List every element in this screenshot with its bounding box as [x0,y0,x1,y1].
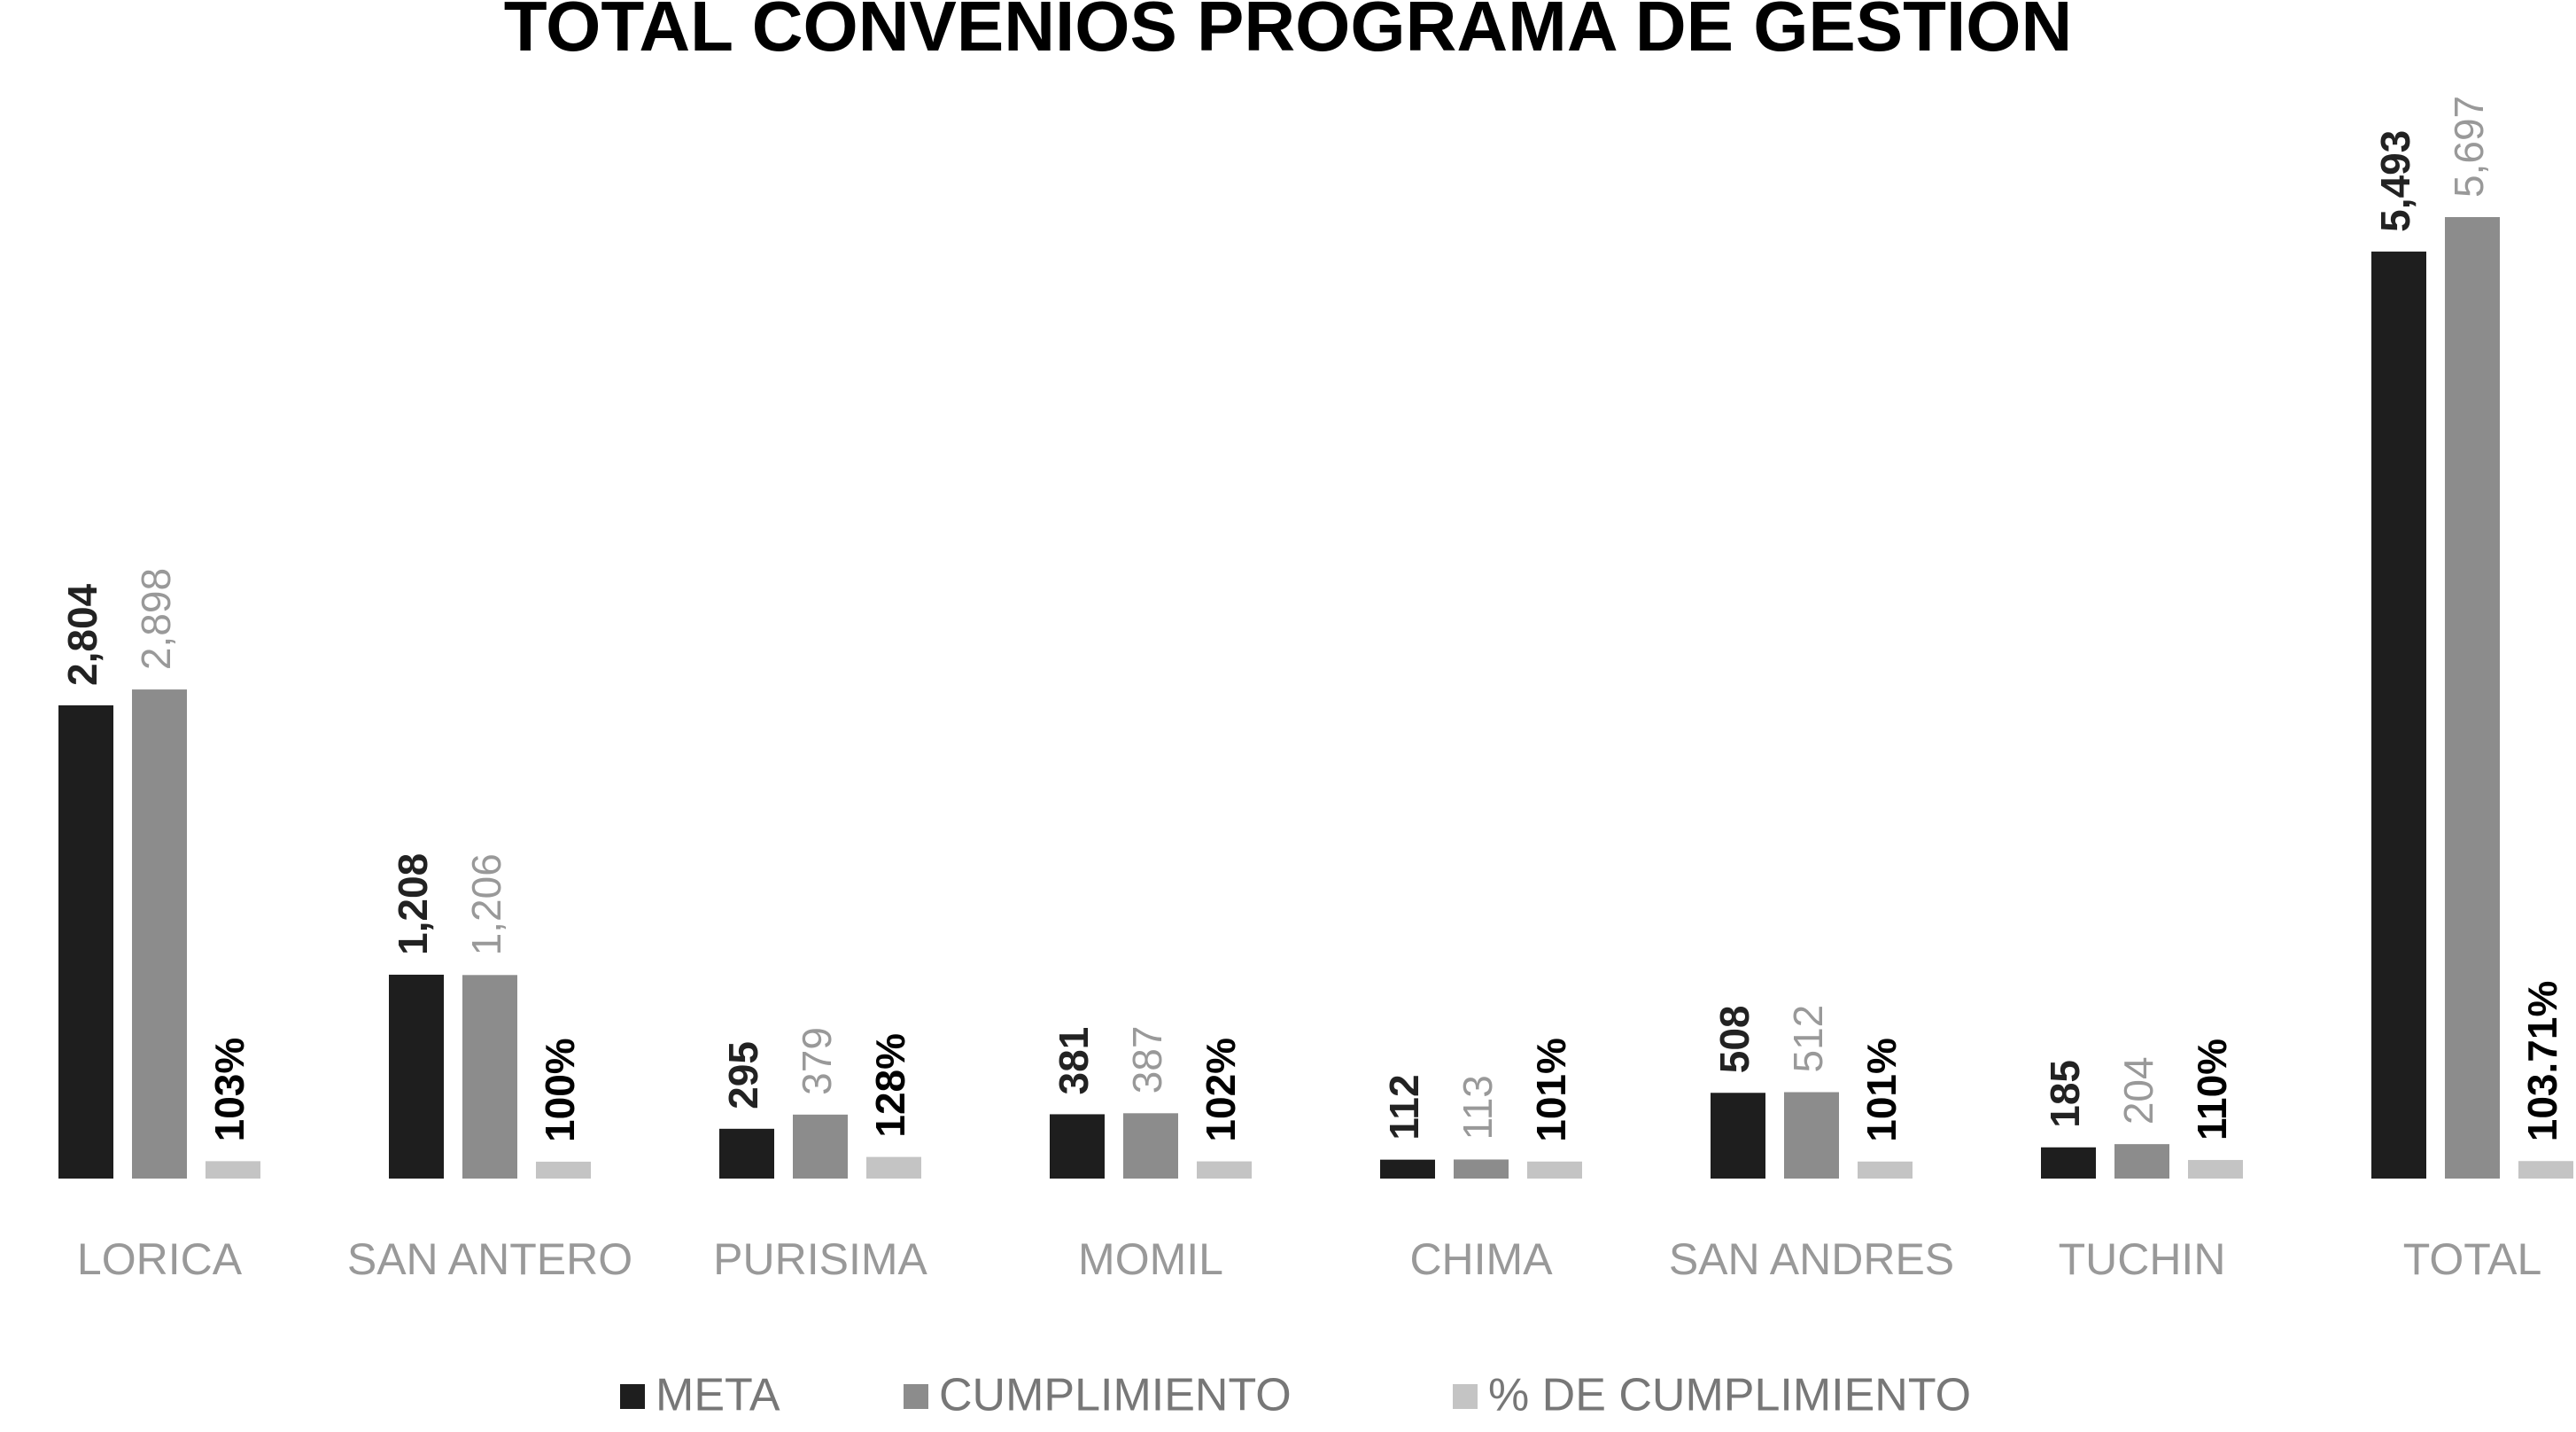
legend-swatch [1453,1384,1478,1409]
data-label: 2,804 [59,583,105,686]
bar [1050,1114,1105,1179]
data-label: 295 [720,1041,766,1109]
bar [1711,1093,1765,1179]
legend-label: META [656,1370,780,1421]
data-label: 5,493 [2372,130,2418,232]
bar [719,1128,774,1179]
data-label: 103.71% [2519,981,2565,1142]
data-label: 128% [867,1033,913,1138]
data-label: 102% [1198,1038,1244,1142]
bar [2188,1160,2243,1179]
legend-swatch [620,1384,645,1409]
bar [1197,1161,1252,1179]
bar [58,704,113,1179]
data-label: 512 [1785,1005,1831,1073]
bar [1784,1092,1839,1179]
data-label: 381 [1051,1027,1097,1095]
bar [132,689,187,1179]
bar [1454,1159,1509,1179]
x-tick-label: SAN ANTERO [347,1234,632,1284]
x-tick-label: MOMIL [1078,1234,1223,1284]
bar [1380,1159,1435,1179]
bar [1123,1113,1178,1179]
chart-title: TOTAL CONVENIOS PROGRAMA DE GESTION [504,0,2073,66]
bar [462,975,517,1179]
bar [1858,1161,1913,1179]
x-tick-label: SAN ANDRES [1669,1234,1954,1284]
x-tick-label: CHIMA [1409,1234,1553,1284]
x-tick-label: PURISIMA [713,1234,927,1284]
bar [2041,1147,2096,1179]
bar [2371,251,2426,1179]
data-label: 204 [2115,1056,2161,1125]
data-label: 103% [206,1038,252,1142]
data-label: 113 [1455,1075,1501,1140]
x-tick-label: TOTAL [2403,1234,2542,1284]
legend-swatch [904,1384,928,1409]
data-label: 2,898 [133,568,179,670]
bar [536,1161,591,1179]
data-label: 185 [2042,1060,2088,1128]
data-label: 101% [1528,1038,1574,1142]
bar [2114,1144,2169,1179]
data-label: 100% [537,1038,583,1142]
legend-label: CUMPLIMIENTO [939,1370,1292,1421]
bar [2518,1161,2573,1179]
data-label: 110% [2189,1039,2235,1140]
data-label: 101% [1858,1038,1905,1142]
bar [2445,217,2500,1179]
x-tick-label: LORICA [77,1234,243,1284]
bar [389,974,444,1179]
data-label: 387 [1124,1026,1170,1094]
bar [866,1156,921,1179]
data-label: 379 [794,1027,840,1095]
bar [206,1161,260,1179]
data-label: 1,208 [390,853,436,955]
data-label: 112 [1381,1074,1427,1140]
data-label: 508 [1711,1006,1757,1074]
legend-label: % DE CUMPLIMIENTO [1488,1370,1971,1421]
bar [1527,1161,1582,1179]
data-label: 5,697 [2446,96,2492,198]
x-tick-label: TUCHIN [2059,1234,2226,1284]
data-label: 1,206 [463,853,509,955]
bar [793,1114,848,1179]
